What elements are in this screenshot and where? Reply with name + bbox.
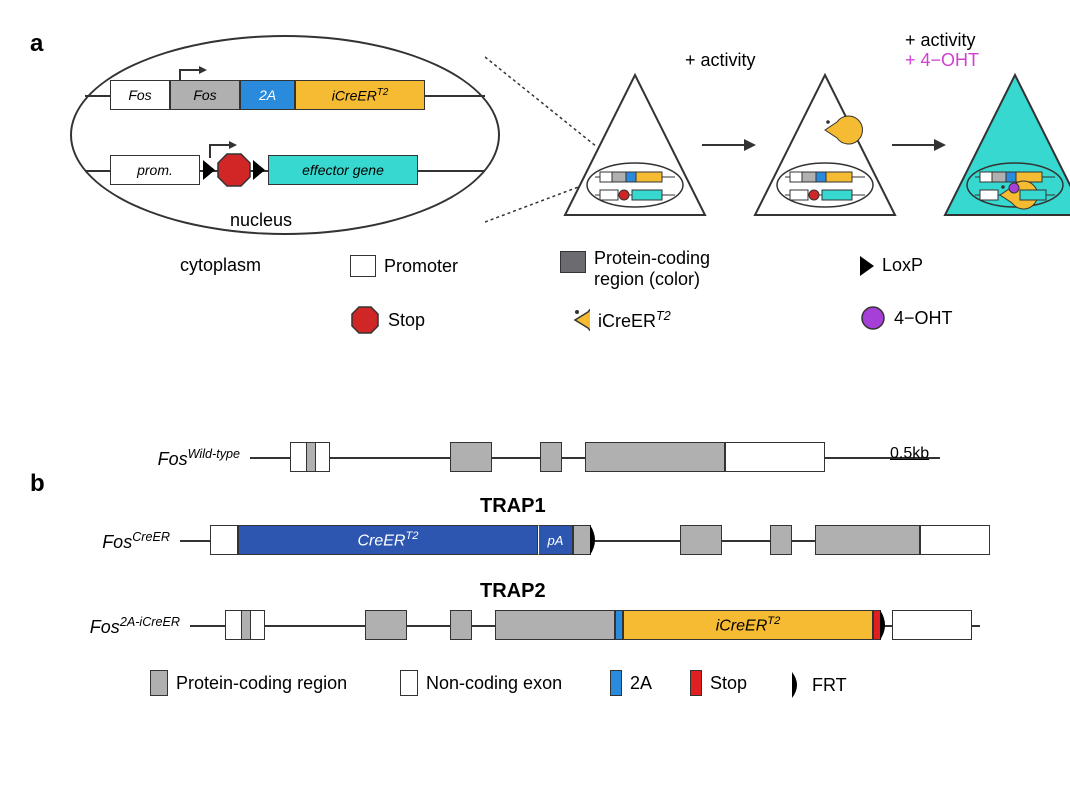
legendb-stop-text: Stop <box>710 673 747 694</box>
loxp-icon-2 <box>253 160 265 180</box>
construct1-coding-box: Fos <box>170 80 240 110</box>
trap2-exon1-c <box>241 610 251 640</box>
loxp-icon-1 <box>203 160 215 180</box>
nucleus-label: nucleus <box>230 210 292 231</box>
panel-b-label: b <box>30 470 45 498</box>
construct1-coding-text: Fos <box>193 87 216 103</box>
trap2-2a-box <box>615 610 623 640</box>
stop-swatch-icon <box>350 305 380 335</box>
frt-mark-trap1 <box>588 523 602 557</box>
trap1-exon1-nc <box>210 525 238 555</box>
legend-b-coding: Protein-coding region <box>150 670 347 696</box>
triangle-state1 <box>750 70 900 220</box>
wt-exon1-c <box>306 442 316 472</box>
trap1-pA-box: pA <box>538 525 573 555</box>
trap2-exon4-nc <box>892 610 972 640</box>
trap1-exon3 <box>770 525 792 555</box>
legend-coding: Protein-coding region (color) <box>560 248 734 289</box>
wt-label: FosWild-type <box>90 447 240 470</box>
coding-swatch-icon <box>560 251 586 273</box>
trap2-label: Fos2A-iCreER <box>30 615 180 638</box>
legendb-coding-text: Protein-coding region <box>176 673 347 694</box>
loxp-swatch-icon <box>860 256 874 276</box>
legend-promoter-text: Promoter <box>384 256 458 277</box>
legendb-nc-text: Non-coding exon <box>426 673 562 694</box>
legend-4oht: 4−OHT <box>860 305 953 331</box>
triangle-state2 <box>940 70 1070 220</box>
cytoplasm-label: cytoplasm <box>180 255 261 276</box>
legend-b-2a: 2A <box>610 670 652 696</box>
trap1-creer-box: CreERT2 <box>238 525 538 555</box>
legend-loxp: LoxP <box>860 255 923 276</box>
construct1-promoter-box: Fos <box>110 80 170 110</box>
legendb-stop-swatch-icon <box>690 670 702 696</box>
legend-4oht-text: 4−OHT <box>894 308 953 329</box>
stop-octagon-icon <box>216 152 252 188</box>
construct1-promoter-text: Fos <box>128 87 151 103</box>
panel-b: b FosWild-type 0.5kb TRAP1 FosCreER CreE… <box>30 440 1070 790</box>
legend-icre-text: iCreERT2 <box>598 309 671 332</box>
trap2-icre-box: iCreERT2 <box>623 610 873 640</box>
trap2-exon3 <box>450 610 472 640</box>
legend-b-stop: Stop <box>690 670 747 696</box>
trap1-label: FosCreER <box>50 530 170 553</box>
trap1-pA-text: pA <box>548 533 564 548</box>
legend-b-noncoding: Non-coding exon <box>400 670 562 696</box>
oht-swatch-icon <box>860 305 886 331</box>
pacman-swatch-icon <box>560 305 590 335</box>
legendb-nc-swatch-icon <box>400 670 418 696</box>
promoter-swatch-icon <box>350 255 376 277</box>
construct1-cre-text: iCreERT2 <box>332 87 389 104</box>
panel-a-label: a <box>30 30 43 58</box>
trap2-exon2 <box>365 610 407 640</box>
trap2-title: TRAP2 <box>480 580 546 603</box>
legend-promoter: Promoter <box>350 255 458 277</box>
construct2-effector-text: effector gene <box>302 162 384 178</box>
legend-stop: Stop <box>350 305 425 335</box>
triangle-state0 <box>560 70 710 220</box>
legend-loxp-text: LoxP <box>882 255 923 276</box>
trap2-exon4-c <box>495 610 615 640</box>
wt-exon2 <box>450 442 492 472</box>
construct1-2a-box: 2A <box>240 80 295 110</box>
construct2-promoter-text: prom. <box>137 162 173 178</box>
state2-label1: + activity <box>905 30 976 51</box>
legend-b-frt: FRT <box>790 670 847 700</box>
trap1-exon4 <box>815 525 920 555</box>
wt-exon3 <box>540 442 562 472</box>
state2-label2: + 4−OHT <box>905 50 979 71</box>
trap1-creer-text: CreERT2 <box>357 530 418 550</box>
legendb-2a-swatch-icon <box>610 670 622 696</box>
trap1-title: TRAP1 <box>480 495 546 518</box>
scale-bar: 0.5kb <box>890 445 929 463</box>
legendb-2a-text: 2A <box>630 673 652 694</box>
construct1-cre-box: iCreERT2 <box>295 80 425 110</box>
trap2-icre-text: iCreERT2 <box>716 615 781 635</box>
legendb-frt-text: FRT <box>812 675 847 696</box>
legend-icre: iCreERT2 <box>560 305 671 335</box>
wt-exon4-nc <box>725 442 825 472</box>
frt-mark-trap2 <box>878 608 892 642</box>
wt-exon4-c <box>585 442 725 472</box>
trap1-exon2 <box>680 525 722 555</box>
legend-coding-text: Protein-coding region (color) <box>594 248 734 289</box>
construct2-effector-box: effector gene <box>268 155 418 185</box>
construct1-2a-text: 2A <box>259 87 276 103</box>
panel-a: a Fos Fos 2A iCreERT2 prom. effector gen… <box>30 30 1070 410</box>
nucleus-ellipse-large <box>70 35 500 235</box>
state1-label: + activity <box>685 50 756 71</box>
trap1-exon4-nc <box>920 525 990 555</box>
legendb-coding-swatch-icon <box>150 670 168 696</box>
legend-stop-text: Stop <box>388 310 425 331</box>
construct2-promoter-box: prom. <box>110 155 200 185</box>
legendb-frt-swatch-icon <box>790 670 804 700</box>
